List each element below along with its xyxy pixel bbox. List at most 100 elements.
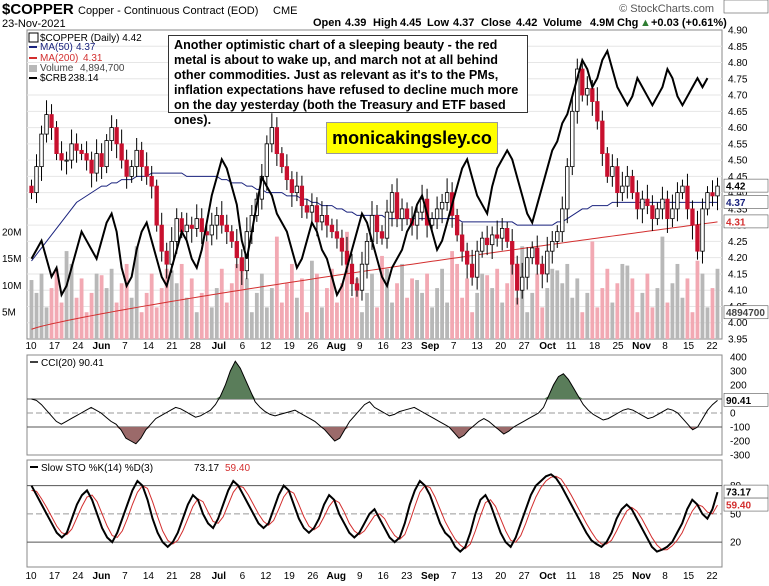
candle <box>630 169 635 200</box>
cci-series <box>31 360 718 445</box>
x-tick: 11 <box>566 341 577 352</box>
x-tick: 26 <box>307 571 319 582</box>
high-label: High <box>373 17 398 29</box>
candle <box>274 117 280 166</box>
volume-bar <box>199 292 204 339</box>
candle <box>74 133 79 163</box>
volume-bar <box>139 312 144 339</box>
sto-k-tag: 73.17 <box>723 484 769 499</box>
x-tick: 7 <box>451 341 457 352</box>
open-label: Open <box>313 17 341 29</box>
candle <box>84 141 89 171</box>
quote-bar: Open 4.39 High 4.45 Low 4.37 Close 4.42 … <box>313 17 727 29</box>
candle <box>104 134 109 174</box>
open-value: 4.39 <box>345 17 366 29</box>
sto-series <box>30 473 719 553</box>
price-tick: 4.55 <box>728 139 748 150</box>
x-tick: 14 <box>143 571 155 582</box>
legend-volume-name: Volume <box>40 63 74 74</box>
candle <box>474 240 480 290</box>
volume-bar <box>475 292 480 339</box>
volume-bar <box>445 302 450 339</box>
candle <box>645 184 650 215</box>
candle <box>495 220 500 247</box>
x-tick: 21 <box>166 341 178 352</box>
candle <box>224 214 229 245</box>
volume-bar <box>615 283 620 339</box>
brand-label: monicakingsley.co <box>326 122 498 154</box>
price-tick: 4.40 <box>728 188 748 199</box>
svg-text:4.42: 4.42 <box>726 182 746 193</box>
volume-bar <box>670 283 675 339</box>
candle <box>89 151 94 188</box>
svg-text:4.31: 4.31 <box>726 217 746 228</box>
legend-copper: $COPPER (Daily) 4.42 <box>40 33 142 44</box>
crb-tag: 238.14 <box>723 0 769 14</box>
x-tick: 27 <box>519 341 531 352</box>
candle <box>560 196 565 243</box>
volume-bar <box>304 312 309 339</box>
price-tick: 4.60 <box>728 123 748 134</box>
x-tick: 22 <box>706 341 718 352</box>
candle <box>505 221 510 248</box>
chart-date: 23-Nov-2021 <box>2 18 66 30</box>
candle <box>114 119 119 159</box>
volume-bar <box>675 263 680 339</box>
candle <box>319 201 325 231</box>
candle <box>94 139 99 182</box>
candle <box>695 210 700 260</box>
price-tick: 4.00 <box>728 318 748 329</box>
volume-bar <box>395 283 399 339</box>
volume-bar <box>490 288 495 339</box>
candle <box>580 62 585 102</box>
candle <box>264 135 269 191</box>
candle <box>39 125 44 181</box>
ma200-tag: 4.31 <box>723 214 769 228</box>
cci-tick: 300 <box>730 367 747 378</box>
x-tick: 21 <box>166 571 178 582</box>
candle <box>309 193 315 223</box>
volume-bar <box>425 273 429 339</box>
candle <box>690 200 695 240</box>
sto-d-tag: 59.40 <box>723 497 769 512</box>
candle <box>680 179 685 200</box>
cci-tick: -100 <box>730 423 750 434</box>
volume-bar <box>635 312 640 339</box>
x-tick: 16 <box>378 571 390 582</box>
candle <box>535 235 540 275</box>
volume-bar <box>370 273 374 339</box>
x-tick: 28 <box>190 571 202 582</box>
volume-bar <box>169 270 174 339</box>
x-tick: Jul <box>212 341 227 352</box>
candle <box>454 208 460 242</box>
price-tick: 4.10 <box>728 286 748 297</box>
svg-text:90.41: 90.41 <box>726 396 751 407</box>
candle <box>585 76 590 106</box>
volume-bar <box>179 263 184 339</box>
candle <box>349 253 355 297</box>
x-tick: 7 <box>451 571 457 582</box>
x-tick: 6 <box>240 341 246 352</box>
volume-bar <box>114 302 119 339</box>
volume-bar <box>234 263 239 339</box>
cci-tag: 90.41 <box>723 393 769 407</box>
volume-bar <box>530 292 535 339</box>
volume-bar <box>154 307 159 339</box>
volume-bar <box>219 268 224 339</box>
volume-bar <box>485 275 490 339</box>
ma200-polyline <box>31 221 718 330</box>
candle <box>119 129 124 169</box>
candle <box>600 110 605 166</box>
x-tick: 25 <box>613 571 625 582</box>
candle <box>164 242 169 279</box>
chg-arrow: ▲ <box>640 17 651 29</box>
low-label: Low <box>427 17 449 29</box>
x-tick: Nov <box>632 571 651 582</box>
cci-tick: -300 <box>730 451 750 462</box>
candle <box>159 212 164 262</box>
volume-tick: 20M <box>2 227 21 238</box>
volume-bar <box>500 302 505 339</box>
cci-positive-area <box>31 361 718 399</box>
candle <box>510 229 515 275</box>
